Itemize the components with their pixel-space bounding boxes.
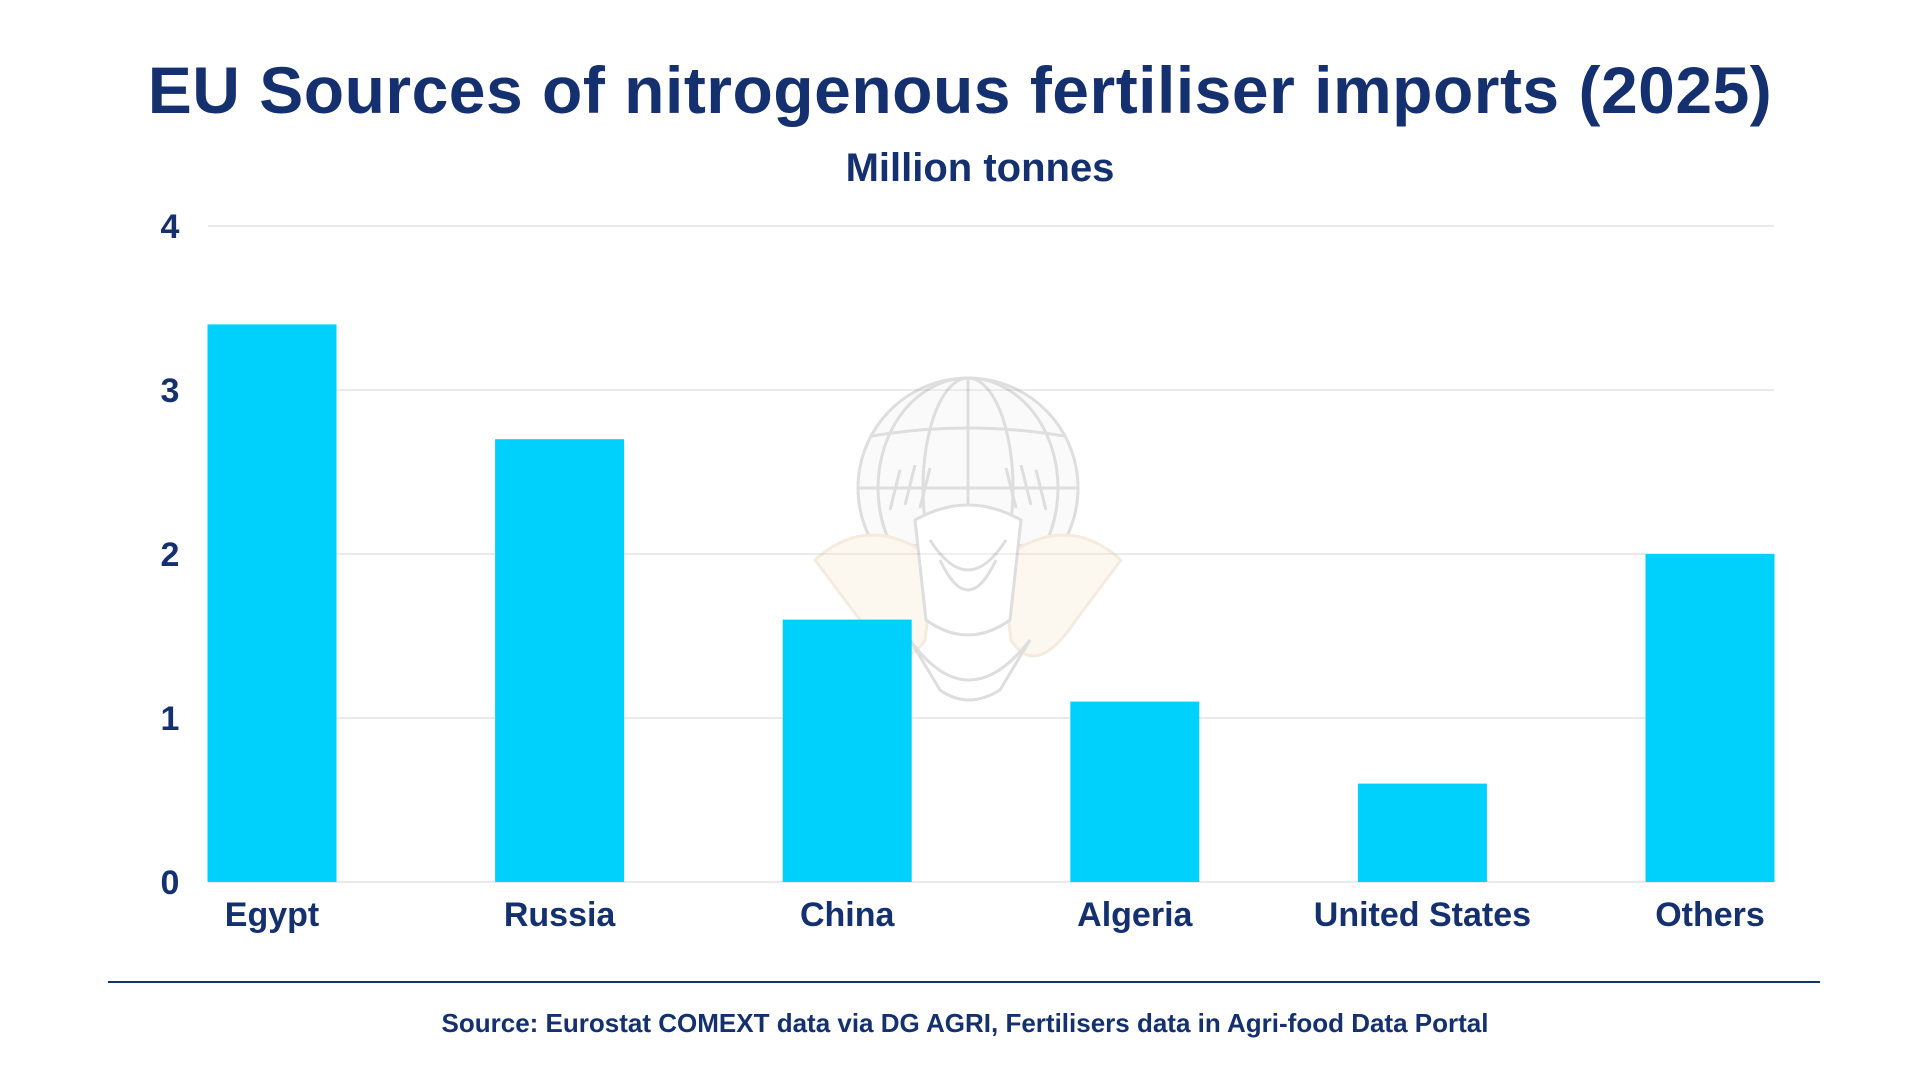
bar bbox=[1070, 701, 1200, 882]
y-tick-label: 3 bbox=[161, 372, 180, 410]
gridlines bbox=[208, 225, 1774, 883]
bars bbox=[207, 324, 1775, 882]
bar bbox=[207, 324, 337, 882]
x-tick-label: Others bbox=[1655, 896, 1765, 934]
x-tick-label: Russia bbox=[504, 896, 617, 934]
x-tick-label: United States bbox=[1314, 896, 1531, 934]
x-tick-label: China bbox=[800, 896, 896, 934]
source-note: Source: Eurostat COMEXT data via DG AGRI… bbox=[441, 1008, 1489, 1038]
x-tick-labels: Egypt Russia China Algeria United States Othe… bbox=[225, 896, 1765, 934]
footer-divider bbox=[108, 981, 1820, 983]
y-tick-label: 4 bbox=[161, 208, 180, 246]
bar bbox=[495, 439, 625, 882]
chart-subtitle: Million tonnes bbox=[845, 146, 1115, 190]
bar bbox=[1645, 554, 1775, 882]
x-tick-label: Algeria bbox=[1077, 896, 1193, 934]
bar bbox=[1357, 783, 1487, 882]
y-tick-label: 2 bbox=[161, 536, 180, 574]
bar bbox=[782, 619, 912, 882]
x-tick-label: Egypt bbox=[225, 896, 319, 934]
y-tick-label: 1 bbox=[161, 700, 180, 738]
y-tick-labels: 0 1 2 3 4 bbox=[161, 208, 180, 902]
chart-title: EU Sources of nitrogenous fertiliser imp… bbox=[147, 53, 1773, 127]
y-tick-label: 0 bbox=[161, 864, 180, 902]
